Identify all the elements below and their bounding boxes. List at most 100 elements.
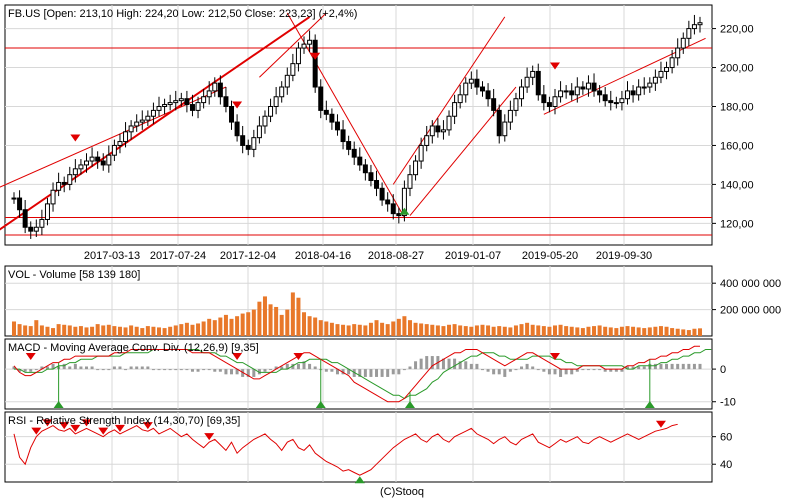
volume-bar: [196, 323, 201, 336]
volume-bar: [592, 326, 597, 336]
macd-hist-bar: [531, 366, 535, 370]
volume-bar: [363, 325, 368, 336]
candle-body: [167, 102, 173, 106]
macd-hist-bar: [425, 356, 429, 370]
candle-body: [162, 104, 168, 107]
candle-body: [39, 218, 45, 228]
volume-bar: [112, 326, 117, 336]
candle-body: [340, 129, 346, 143]
volume-bar: [686, 330, 691, 336]
volume-bar: [569, 326, 574, 336]
x-tick-label: 2019-05-20: [522, 250, 578, 262]
macd-hist-bar: [129, 366, 133, 370]
candle-body: [585, 82, 591, 90]
volume-bar: [341, 324, 346, 336]
volume-bar: [179, 324, 184, 336]
macd-hist-bar: [23, 369, 27, 372]
macd-hist-bar: [497, 369, 501, 375]
trendline-recovery: [392, 16, 506, 185]
macd-hist-bar: [698, 363, 702, 370]
volume-bar: [229, 318, 234, 336]
panel-frame-0: [4, 4, 713, 246]
volume-bar: [28, 326, 33, 336]
candle-body: [22, 209, 28, 228]
macd-line: [13, 345, 700, 403]
volume-bar: [296, 297, 301, 336]
candle-body: [429, 125, 435, 137]
rsi-overbought-arrow: [655, 420, 666, 428]
volume-bar: [56, 324, 61, 336]
volume-bar: [513, 325, 518, 336]
candle-body: [452, 102, 458, 117]
macd-hist-bar: [207, 369, 211, 371]
candle-body: [28, 226, 34, 232]
candle-body: [608, 100, 614, 104]
candle-body: [569, 90, 575, 96]
candle-body: [117, 141, 123, 146]
macd-hist-bar: [475, 363, 479, 370]
panel-frame-1: [4, 265, 713, 337]
volume-y-tick-label: 200 000 000: [720, 305, 781, 317]
candle-body: [17, 197, 23, 211]
candle-body: [507, 109, 513, 123]
macd-hist-bar: [419, 358, 423, 370]
volume-bar: [491, 326, 496, 336]
candle-body: [624, 90, 630, 100]
macd-hist-bar: [637, 366, 641, 370]
volume-bar: [463, 326, 468, 336]
volume-bar: [519, 324, 524, 336]
macd-hist-bar: [480, 369, 484, 371]
price-y-tick-label: 180,00: [720, 101, 754, 113]
macd-hist-bar: [358, 369, 362, 377]
macd-hist-bar: [514, 369, 518, 371]
macd-hist-bar: [241, 369, 245, 377]
macd-hist-bar: [168, 369, 172, 371]
candle-body: [318, 86, 324, 111]
candle-body: [496, 109, 502, 137]
volume-bar: [212, 320, 217, 336]
candle-body: [697, 22, 703, 26]
volume-bar: [184, 322, 189, 336]
macd-hist-bar: [430, 356, 434, 370]
candle-body: [184, 98, 190, 106]
volume-title: VOL - Volume [58 139 180]: [8, 269, 140, 281]
macd-hist-bar: [369, 369, 373, 377]
volume-bar: [675, 328, 680, 336]
volume-bar: [84, 327, 89, 336]
volume-bar: [123, 327, 128, 336]
candle-body: [201, 96, 207, 104]
macd-hist-bar: [90, 366, 94, 370]
volume-bar: [558, 324, 563, 336]
candle-body: [374, 180, 380, 189]
buy-signal-arrow: [399, 207, 410, 215]
macd-hist-bar: [464, 361, 468, 370]
candle-body: [256, 125, 262, 139]
candle-body: [552, 96, 558, 107]
candle-body: [413, 160, 419, 176]
volume-bar: [580, 328, 585, 336]
candle-body: [189, 104, 195, 111]
volume-bar: [151, 326, 156, 336]
candle-body: [680, 37, 686, 49]
volume-bar: [218, 317, 223, 336]
trendline-main: [0, 16, 311, 231]
volume-bar: [374, 320, 379, 336]
macd-hist-bar: [453, 358, 457, 370]
macd-hist-bar: [653, 363, 657, 370]
volume-bar: [67, 325, 72, 336]
macd-hist-bar: [687, 363, 691, 370]
candle-body: [401, 187, 407, 217]
candle-body: [128, 125, 134, 133]
candle-body: [217, 82, 223, 98]
macd-hist-bar: [609, 369, 613, 372]
macd-hist-bar: [118, 366, 122, 370]
sell-signal-arrow: [310, 52, 321, 60]
volume-bar: [302, 312, 307, 336]
volume-bar: [670, 328, 675, 336]
macd-hist-bar: [107, 369, 111, 371]
volume-bar: [318, 320, 323, 336]
price-title: FB.US [Open: 213,10 High: 224,20 Low: 21…: [8, 8, 357, 20]
volume-bar: [201, 321, 206, 336]
volume-bar: [653, 326, 658, 336]
